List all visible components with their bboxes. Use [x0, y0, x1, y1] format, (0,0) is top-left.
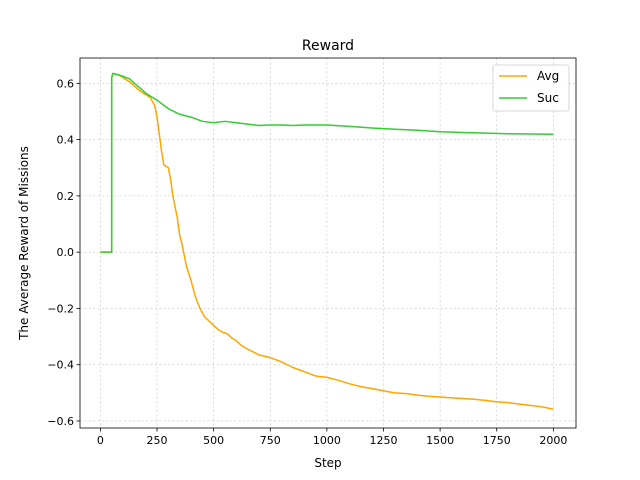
x-tick-label: 1250	[369, 434, 397, 447]
y-tick-label: 0.4	[57, 134, 75, 147]
grid	[80, 58, 576, 428]
series-line-suc	[100, 72, 554, 253]
x-tick-label: 250	[147, 434, 168, 447]
x-tick-label: 1000	[313, 434, 341, 447]
chart-title: Reward	[302, 38, 354, 54]
x-tick-label: 2000	[539, 434, 567, 447]
x-axis-label: Step	[314, 456, 341, 470]
legend-label-avg: Avg	[537, 69, 559, 83]
y-axis-label: The Average Reward of Missions	[17, 146, 31, 341]
y-tick-label: −0.2	[47, 302, 74, 315]
y-axis-ticks: −0.6 −0.4 −0.2 0.0 0.2 0.4 0.6	[47, 77, 80, 428]
series-lines	[100, 72, 554, 410]
plot-frame	[79, 57, 577, 429]
legend-label-suc: Suc	[537, 91, 559, 105]
x-tick-label: 750	[260, 434, 281, 447]
legend: Avg Suc	[492, 64, 570, 112]
series-line-avg	[100, 72, 554, 410]
x-tick-label: 500	[203, 434, 224, 447]
x-tick-label: 0	[97, 434, 104, 447]
x-tick-label: 1500	[426, 434, 454, 447]
x-axis-ticks: 0 250 500 750 1000 1250 1500 1750 2000	[97, 428, 567, 447]
y-tick-label: −0.4	[47, 359, 74, 372]
y-tick-label: 0.6	[57, 77, 75, 90]
y-tick-label: 0.0	[57, 246, 75, 259]
y-tick-label: 0.2	[57, 190, 75, 203]
x-tick-label: 1750	[483, 434, 511, 447]
y-tick-label: −0.6	[47, 415, 74, 428]
